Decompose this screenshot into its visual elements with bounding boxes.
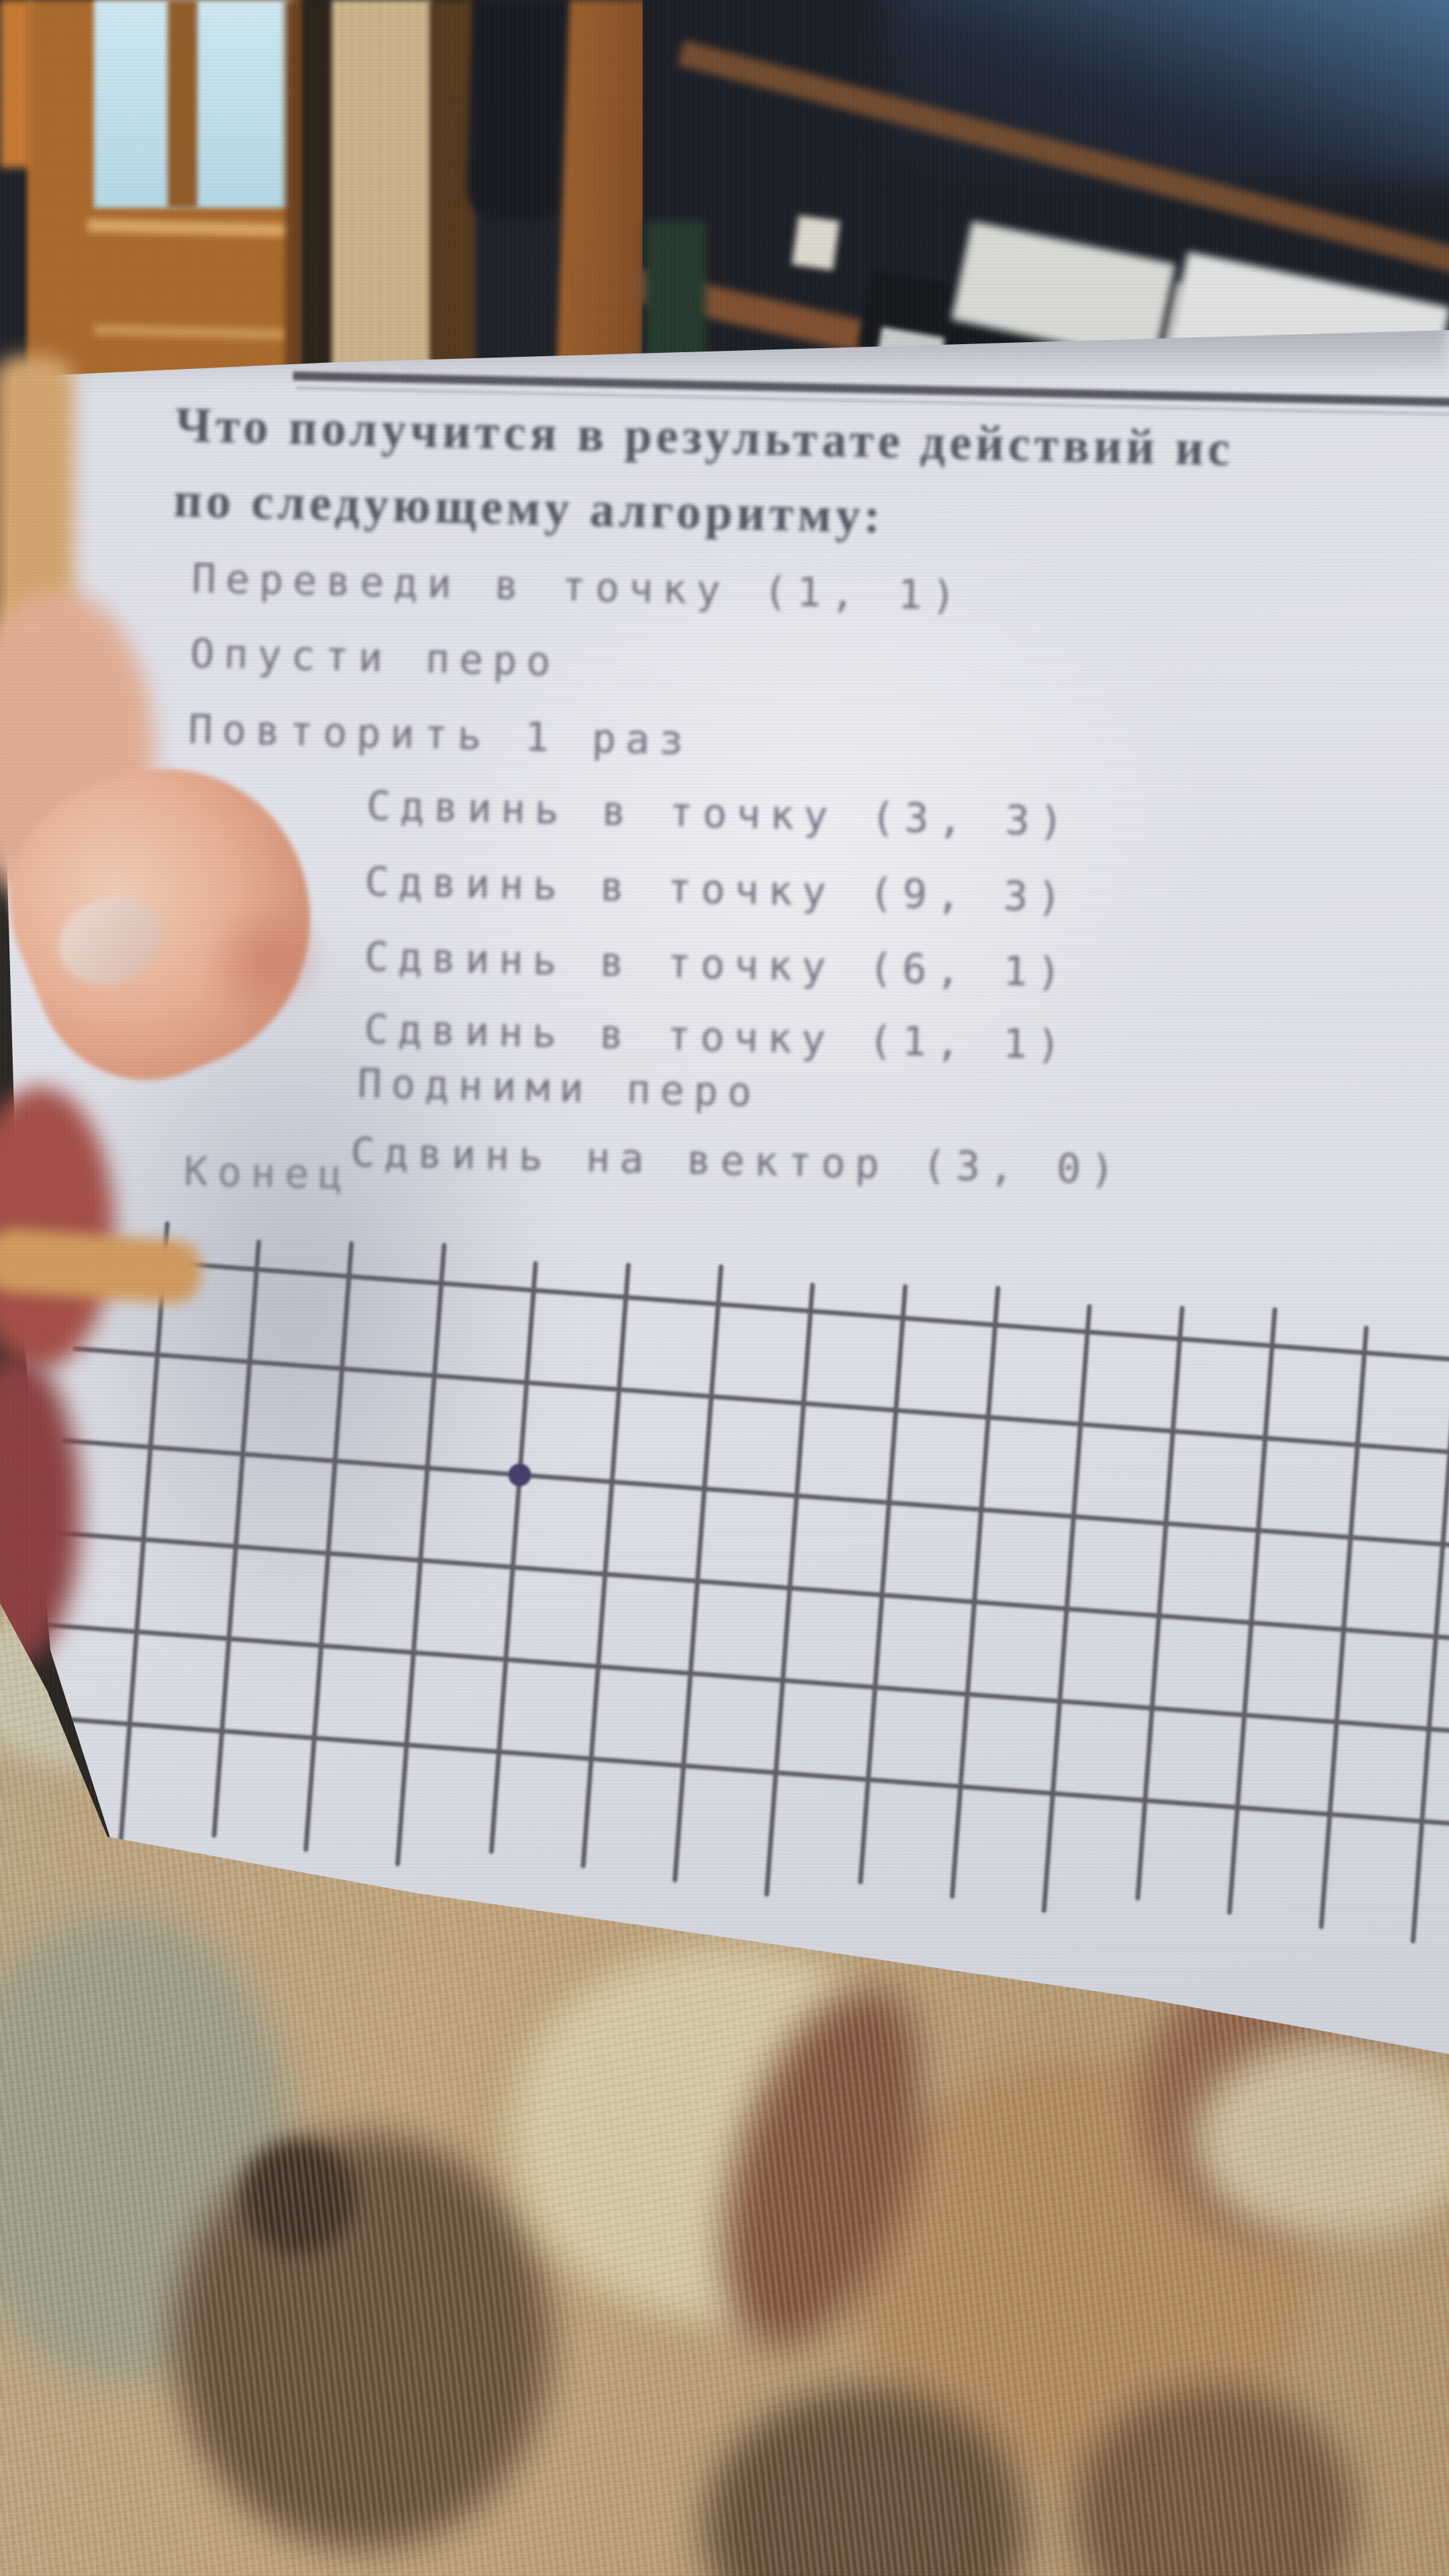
finger <box>0 1087 114 1368</box>
light-wood-column <box>331 0 432 429</box>
dark-wood-strip <box>431 0 475 429</box>
pen-dot <box>508 1463 531 1487</box>
paper-highlight <box>369 470 1241 1208</box>
door-mullion <box>168 0 197 208</box>
door-gap-shadow <box>302 0 333 429</box>
door-frame-corner <box>0 0 31 168</box>
door-frame <box>285 0 304 429</box>
blanket-patch <box>1194 2039 1449 2241</box>
window-light-glow <box>885 0 1449 181</box>
blanket-patch <box>174 2133 550 2549</box>
blanket-dark-spot <box>241 2140 356 2254</box>
